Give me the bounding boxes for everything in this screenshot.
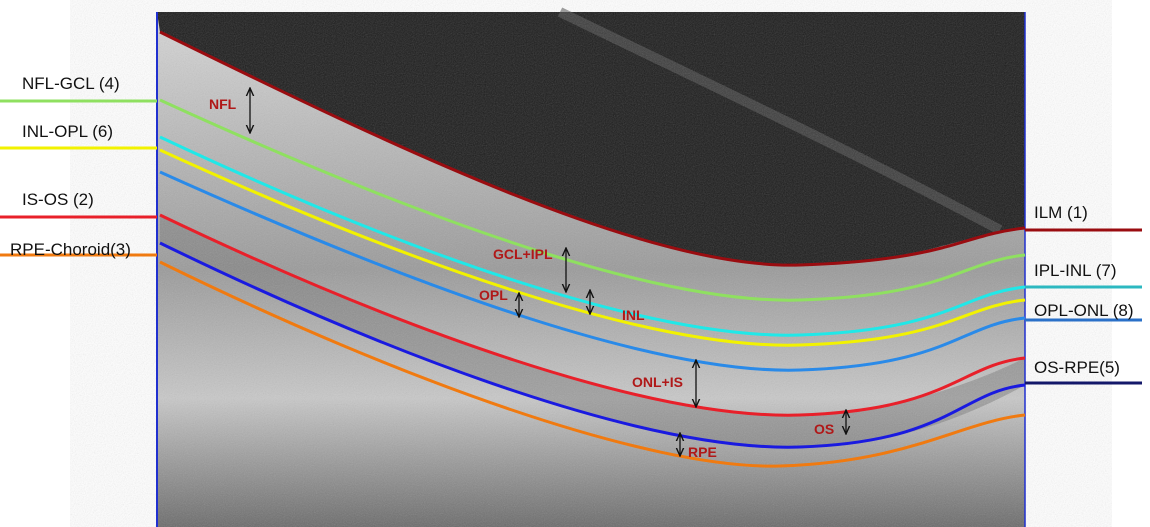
layer-label: GCL+IPL xyxy=(493,246,553,262)
labels: NFL-GCL (4) INL-OPL (6) IS-OS (2) RPE-Choro… xyxy=(0,74,1142,460)
boundary-label: OPL-ONL (8) xyxy=(1034,301,1134,320)
layer-arrows xyxy=(250,88,846,456)
boundary-label: NFL-GCL (4) xyxy=(22,74,120,93)
layer-label: RPE xyxy=(688,444,717,460)
boundary-label: INL-OPL (6) xyxy=(22,122,113,141)
boundary-label: RPE-Choroid(3) xyxy=(10,240,131,259)
boundary-label: ILM (1) xyxy=(1034,203,1088,222)
layer-label: ONL+IS xyxy=(632,374,683,390)
boundary-label: IPL-INL (7) xyxy=(1034,261,1117,280)
boundary-label: OS-RPE(5) xyxy=(1034,358,1120,377)
layer-label: OS xyxy=(814,421,834,437)
boundary-label: IS-OS (2) xyxy=(22,190,94,209)
layer-label: INL xyxy=(622,307,645,323)
layer-label: NFL xyxy=(209,96,237,112)
layer-label: OPL xyxy=(479,287,508,303)
oct-image xyxy=(156,7,1026,527)
segmentation-curves xyxy=(159,30,1026,468)
